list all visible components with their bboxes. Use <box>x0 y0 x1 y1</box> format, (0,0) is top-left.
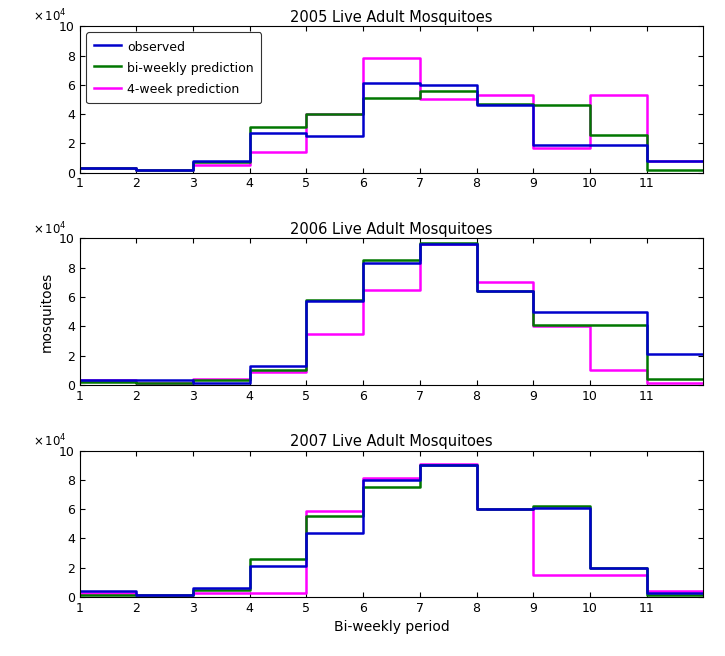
Text: $\times\,10^4$: $\times\,10^4$ <box>33 432 67 449</box>
Y-axis label: mosquitoes: mosquitoes <box>39 272 54 352</box>
Title: 2006 Live Adult Mosquitoes: 2006 Live Adult Mosquitoes <box>290 222 493 237</box>
Text: $\times\,10^4$: $\times\,10^4$ <box>33 8 67 25</box>
Title: 2005 Live Adult Mosquitoes: 2005 Live Adult Mosquitoes <box>290 10 493 25</box>
Title: 2007 Live Adult Mosquitoes: 2007 Live Adult Mosquitoes <box>290 434 493 449</box>
Text: $\times\,10^4$: $\times\,10^4$ <box>33 220 67 237</box>
X-axis label: Bi-weekly period: Bi-weekly period <box>334 621 450 634</box>
Legend: observed, bi-weekly prediction, 4-week prediction: observed, bi-weekly prediction, 4-week p… <box>86 33 262 104</box>
